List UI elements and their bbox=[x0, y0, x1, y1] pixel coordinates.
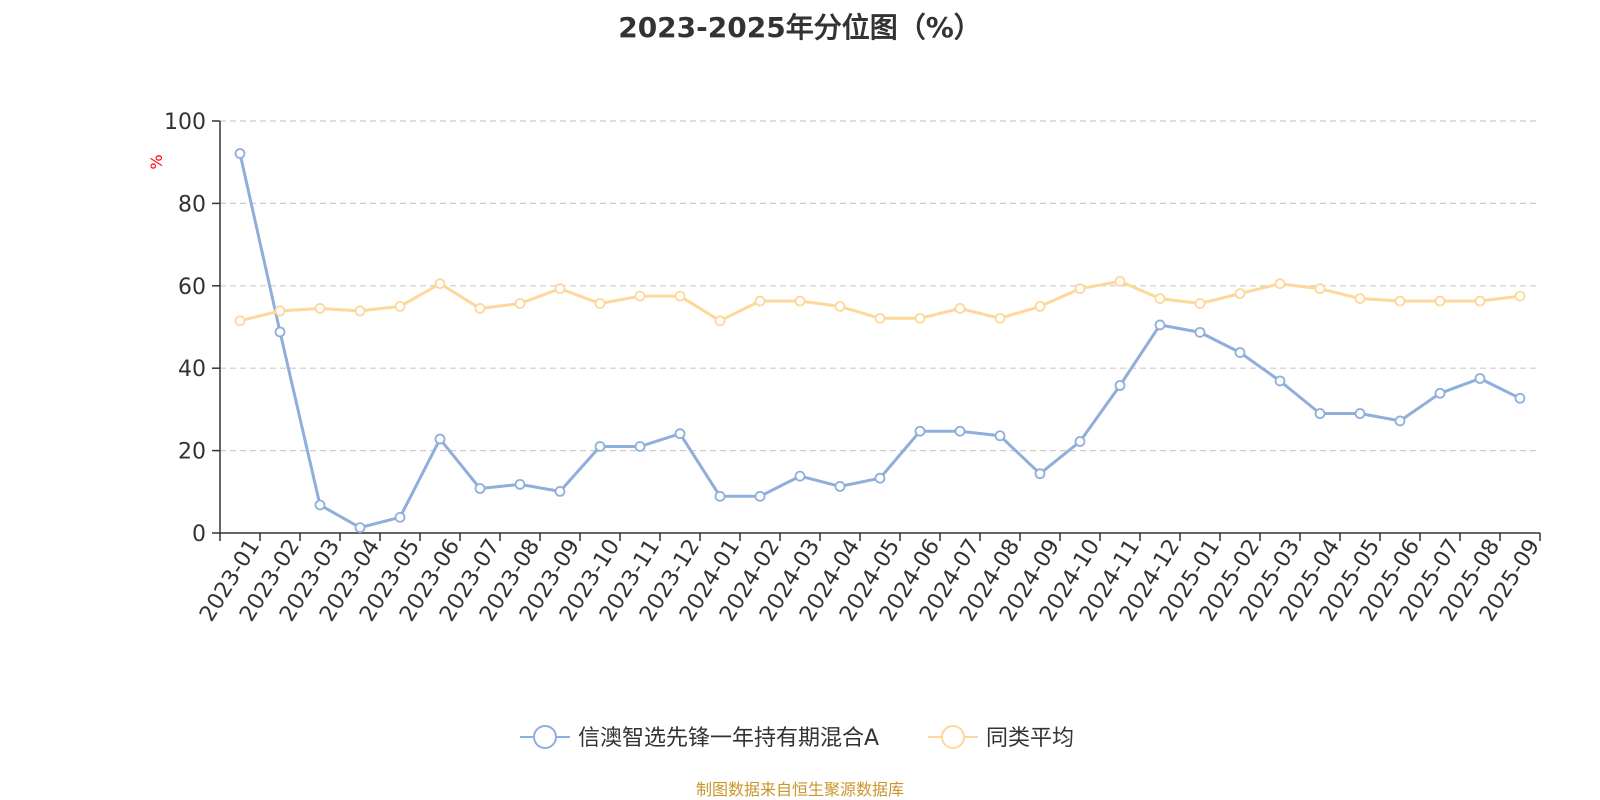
data-point bbox=[914, 312, 926, 324]
data-point bbox=[754, 490, 766, 502]
data-point bbox=[1314, 408, 1326, 419]
y-tick-label: 100 bbox=[164, 110, 206, 135]
data-point bbox=[274, 305, 286, 317]
data-point bbox=[314, 303, 326, 314]
data-point bbox=[674, 428, 686, 440]
data-point bbox=[274, 326, 286, 338]
y-tick-label: 60 bbox=[178, 275, 206, 300]
series-lines bbox=[234, 148, 1526, 534]
data-point bbox=[594, 298, 606, 309]
data-point bbox=[1234, 288, 1246, 300]
data-point bbox=[1034, 300, 1046, 312]
data-point bbox=[314, 499, 326, 511]
data-point bbox=[554, 283, 566, 295]
data-point bbox=[394, 300, 406, 312]
data-point bbox=[914, 425, 926, 437]
data-point bbox=[1114, 275, 1126, 287]
data-point bbox=[1154, 319, 1166, 331]
data-point bbox=[514, 478, 526, 490]
y-tick-label: 0 bbox=[192, 522, 206, 547]
data-point bbox=[794, 295, 806, 307]
series-line bbox=[238, 153, 1521, 530]
data-point bbox=[714, 490, 726, 502]
series-group bbox=[234, 148, 1526, 534]
data-point bbox=[1074, 283, 1086, 295]
data-point bbox=[394, 511, 406, 523]
source-note: 制图数据来自恒生聚源数据库 bbox=[695, 780, 904, 799]
series-group bbox=[234, 275, 1526, 327]
data-point bbox=[1274, 375, 1286, 387]
data-point bbox=[1114, 380, 1126, 391]
legend: 信澳智选先锋一年持有期混合A 同类平均 bbox=[520, 725, 1074, 751]
y-axis-label: % bbox=[147, 154, 166, 169]
data-point bbox=[1434, 295, 1446, 307]
data-point bbox=[1354, 408, 1366, 419]
data-point bbox=[834, 300, 846, 312]
legend-item: 信澳智选先锋一年持有期混合A bbox=[520, 725, 879, 751]
data-point bbox=[874, 472, 886, 484]
data-point bbox=[474, 483, 486, 494]
data-point bbox=[1194, 298, 1206, 309]
data-point bbox=[354, 522, 366, 534]
data-point bbox=[514, 298, 526, 309]
data-point bbox=[1394, 415, 1406, 427]
data-point bbox=[234, 315, 246, 327]
data-point bbox=[1434, 387, 1446, 399]
data-point bbox=[354, 305, 366, 317]
data-point bbox=[994, 312, 1006, 324]
data-point bbox=[1474, 373, 1486, 384]
data-point bbox=[1514, 290, 1526, 302]
data-point bbox=[1194, 326, 1206, 338]
data-point bbox=[554, 485, 566, 497]
data-point bbox=[434, 278, 446, 290]
data-point bbox=[474, 303, 486, 314]
y-tick-label: 80 bbox=[178, 192, 206, 217]
data-point bbox=[794, 470, 806, 482]
data-point bbox=[714, 315, 726, 327]
y-tick-label: 40 bbox=[178, 357, 206, 382]
data-point bbox=[1514, 392, 1526, 404]
data-point bbox=[1074, 436, 1086, 447]
data-point bbox=[1154, 293, 1166, 304]
data-point bbox=[1034, 468, 1046, 480]
data-point bbox=[1274, 278, 1286, 290]
legend-item: 同类平均 bbox=[928, 725, 1074, 751]
data-point bbox=[674, 290, 686, 302]
data-point bbox=[994, 430, 1006, 442]
legend-swatch-marker bbox=[533, 725, 557, 749]
data-point bbox=[434, 433, 446, 445]
data-point bbox=[1234, 347, 1246, 358]
data-point bbox=[754, 295, 766, 307]
data-point bbox=[594, 441, 606, 452]
legend-label: 信澳智选先锋一年持有期混合A bbox=[578, 726, 879, 751]
data-point bbox=[1314, 283, 1326, 295]
data-point bbox=[874, 312, 886, 324]
line-chart: 020406080100%2023-012023-022023-032023-0… bbox=[147, 110, 1545, 751]
grid-lines bbox=[220, 120, 1540, 452]
data-point bbox=[834, 481, 846, 492]
chart-title: 2023-2025年分位图（%） bbox=[618, 11, 982, 44]
data-point bbox=[634, 441, 646, 452]
legend-swatch-marker bbox=[941, 725, 965, 749]
data-point bbox=[954, 303, 966, 314]
data-point bbox=[1474, 295, 1486, 307]
data-point bbox=[234, 148, 246, 159]
data-point bbox=[1354, 293, 1366, 304]
data-point bbox=[954, 425, 966, 437]
data-point bbox=[1394, 295, 1406, 307]
legend-label: 同类平均 bbox=[986, 726, 1074, 751]
data-point bbox=[634, 290, 646, 302]
y-tick-label: 20 bbox=[178, 440, 206, 465]
